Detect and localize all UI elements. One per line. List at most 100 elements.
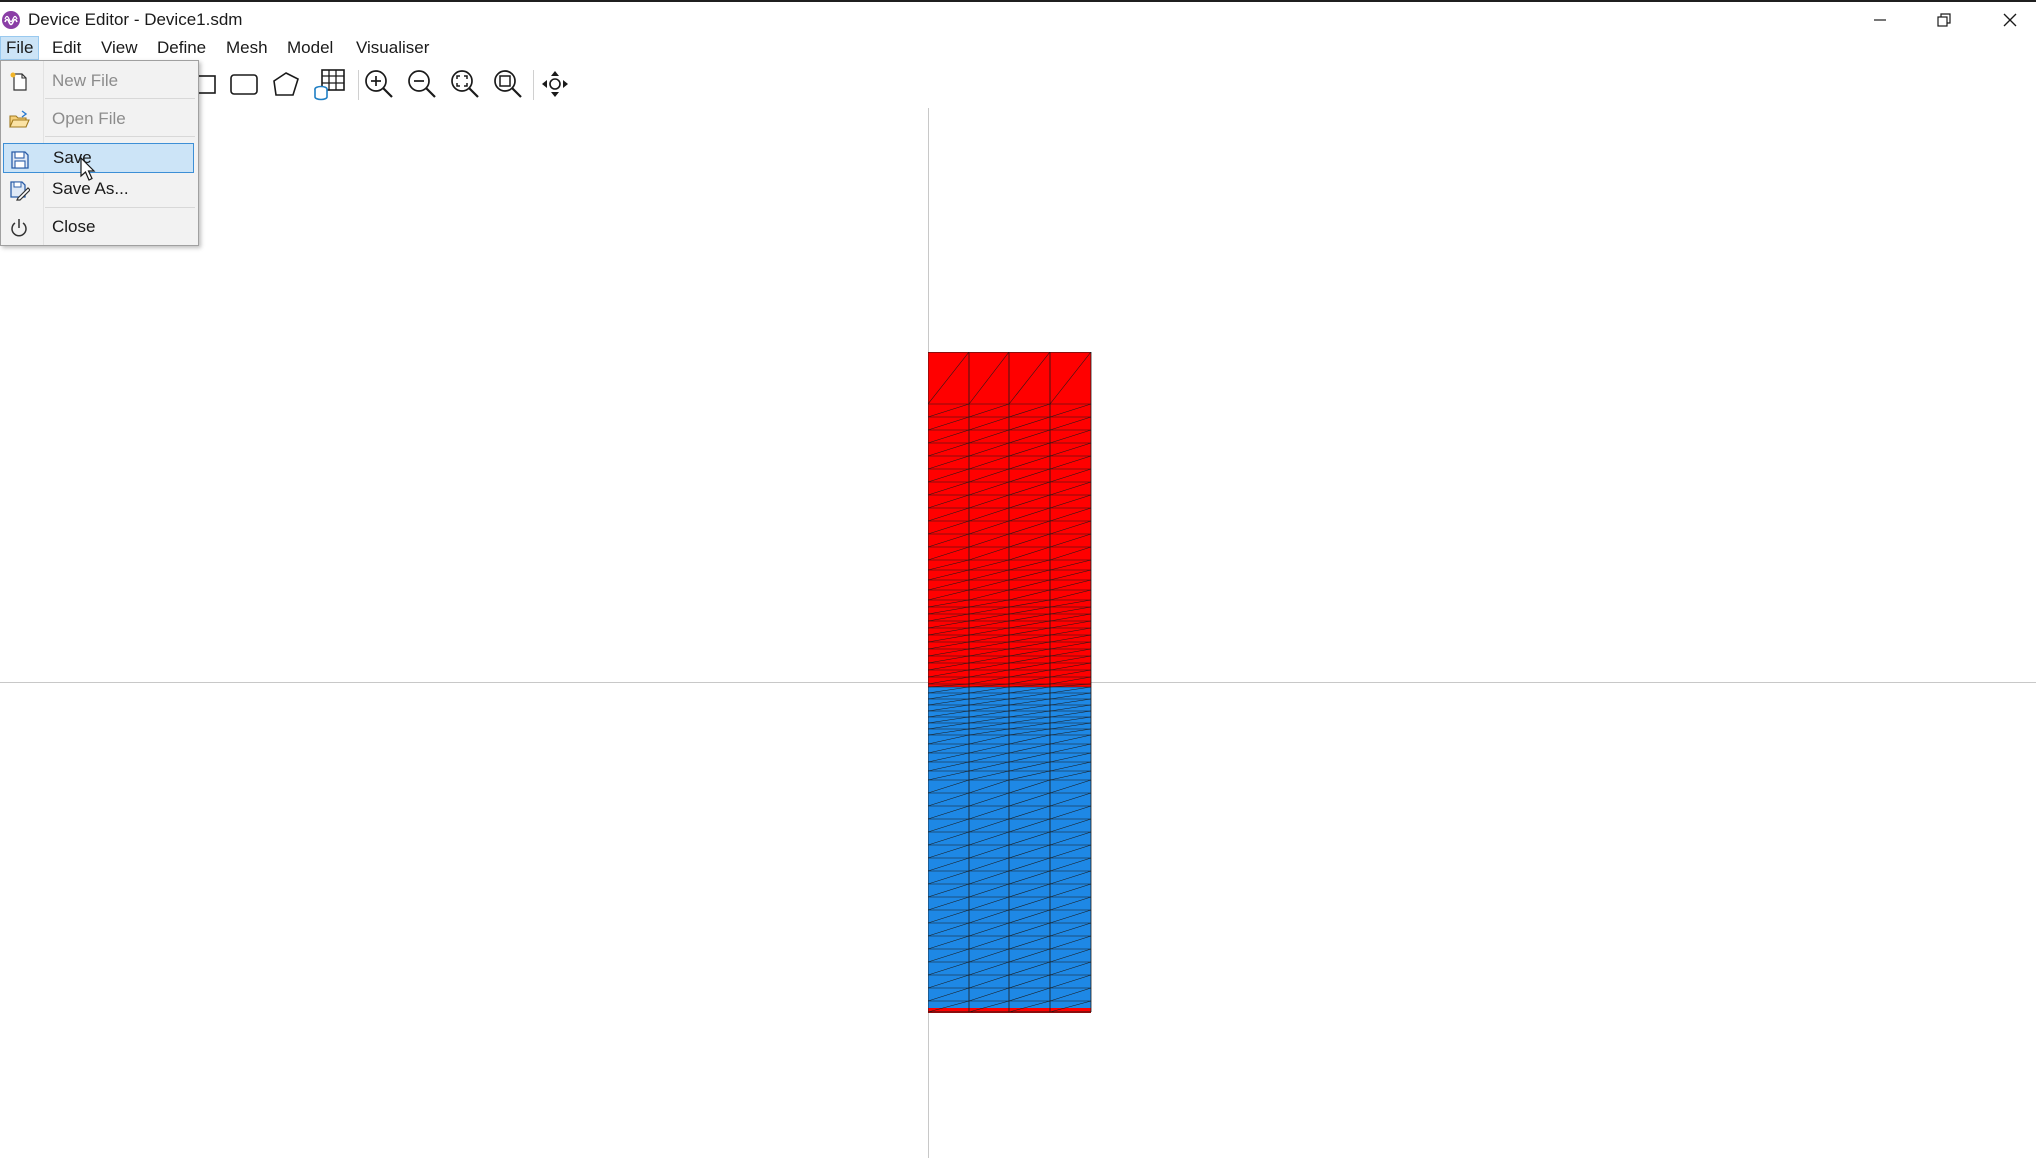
mesh-edge: [968, 805, 1010, 820]
mesh-edge: [968, 683, 1010, 688]
mesh-edge: [1049, 627, 1092, 636]
mesh-edge: [1049, 761, 1092, 772]
mesh-edge: [928, 481, 970, 496]
toolbar-separator: [358, 70, 359, 100]
mesh-edge: [1049, 676, 1092, 685]
mesh-edge: [1008, 1000, 1051, 1013]
mesh-edge: [928, 935, 970, 950]
minimize-icon[interactable]: [1850, 4, 1910, 36]
mesh-edge: [1008, 352, 1051, 405]
mesh-edge: [968, 655, 1010, 664]
mesh-edge: [928, 1000, 970, 1013]
mesh-edge: [968, 716, 1010, 724]
mesh-edge: [928, 722, 970, 730]
menu-mesh[interactable]: Mesh: [226, 38, 268, 57]
mesh-edge: [968, 770, 1010, 781]
zoom-fit-icon[interactable]: [447, 66, 483, 102]
mesh-edge: [968, 857, 1010, 872]
menu-define[interactable]: Define: [157, 38, 207, 57]
mesh-edge: [928, 704, 970, 712]
mesh-edge: [1049, 494, 1092, 509]
mesh-edge: [928, 734, 970, 745]
menu-view[interactable]: View: [101, 38, 138, 57]
mesh-edge: [968, 831, 1010, 846]
mesh-edge: [1008, 752, 1051, 763]
menu-bar: File Edit View Define Mesh Model Visuali…: [0, 36, 2036, 62]
mesh-edge: [1008, 669, 1051, 678]
mesh-edge: [1049, 692, 1092, 700]
mesh-edge: [968, 533, 1010, 548]
restore-icon[interactable]: [1914, 4, 1974, 36]
mesh-edge: [968, 569, 1010, 581]
mesh-edge: [968, 779, 1010, 794]
mesh-edge: [1008, 533, 1051, 548]
mesh-edge: [928, 698, 970, 706]
power-icon: [8, 217, 30, 239]
menu-item-new-file[interactable]: New File: [3, 66, 194, 96]
bottom-contact: [928, 1008, 1091, 1013]
mesh-edge: [928, 870, 970, 885]
mesh-edge: [928, 468, 970, 483]
mesh-edge: [928, 662, 970, 671]
menu-file[interactable]: File: [0, 36, 40, 60]
mesh-edge: [928, 686, 970, 694]
close-icon[interactable]: [1980, 4, 2036, 36]
menu-edit[interactable]: Edit: [52, 38, 82, 57]
upper-region[interactable]: [928, 352, 1091, 687]
mesh-edge: [1049, 716, 1092, 724]
mesh-edge: [1008, 606, 1051, 615]
mesh-edge: [1049, 831, 1092, 846]
mesh-edge: [1049, 429, 1092, 444]
drawing-canvas[interactable]: [0, 108, 2036, 1158]
mesh-edge: [968, 728, 1010, 736]
mesh-edge: [1008, 520, 1051, 535]
database-grid-icon[interactable]: [312, 66, 348, 102]
menu-item-close[interactable]: Close: [3, 212, 194, 242]
mesh-edge: [928, 599, 970, 608]
mesh-edge: [1008, 961, 1051, 976]
zoom-region-icon[interactable]: [490, 66, 526, 102]
window-top-border: [0, 0, 2036, 2]
mesh-edge: [1008, 698, 1051, 706]
zoom-out-icon[interactable]: [404, 66, 440, 102]
mesh-edge: [1008, 569, 1051, 581]
mesh-edge: [1008, 692, 1051, 700]
rounded-rectangle-icon[interactable]: [226, 66, 262, 102]
mesh-edge: [1049, 634, 1092, 643]
mesh-edge: [1049, 481, 1092, 496]
mesh-edge: [968, 620, 1010, 629]
menu-item-save-as[interactable]: Save As...: [3, 174, 194, 204]
menu-model[interactable]: Model: [287, 38, 334, 57]
device-mesh[interactable]: [928, 352, 1092, 1122]
mesh-edge: [1049, 974, 1092, 989]
menu-item-open-file[interactable]: Open File: [3, 104, 194, 134]
mesh-edge: [928, 579, 970, 591]
mesh-edge: [1008, 831, 1051, 846]
mesh-edge: [1049, 1000, 1092, 1013]
menu-item-save[interactable]: Save: [3, 143, 194, 173]
mesh-edge: [1008, 403, 1051, 418]
mesh-edge: [928, 692, 970, 700]
mesh-edge: [968, 922, 1010, 937]
lower-region[interactable]: [928, 687, 1091, 1012]
mesh-edge: [928, 728, 970, 736]
pan-icon[interactable]: [537, 66, 573, 102]
mesh-edge: [1049, 770, 1092, 781]
polygon-icon[interactable]: [268, 66, 304, 102]
menu-visualiser[interactable]: Visualiser: [356, 38, 430, 57]
mesh-edge: [1008, 896, 1051, 911]
mesh-edge: [928, 743, 970, 754]
mesh-edge: [1049, 520, 1092, 535]
mesh-edge: [1049, 961, 1092, 976]
mesh-edge: [968, 844, 1010, 859]
mesh-edge: [1049, 844, 1092, 859]
mesh-edge: [1049, 546, 1092, 561]
mesh-edge: [1049, 818, 1092, 833]
mesh-edge: [968, 606, 1010, 615]
zoom-in-icon[interactable]: [361, 66, 397, 102]
mesh-edge: [928, 559, 970, 571]
mesh-edge: [928, 922, 970, 937]
mesh-edge: [1049, 416, 1092, 431]
mesh-edge: [968, 743, 1010, 754]
mesh-edge: [928, 909, 970, 924]
